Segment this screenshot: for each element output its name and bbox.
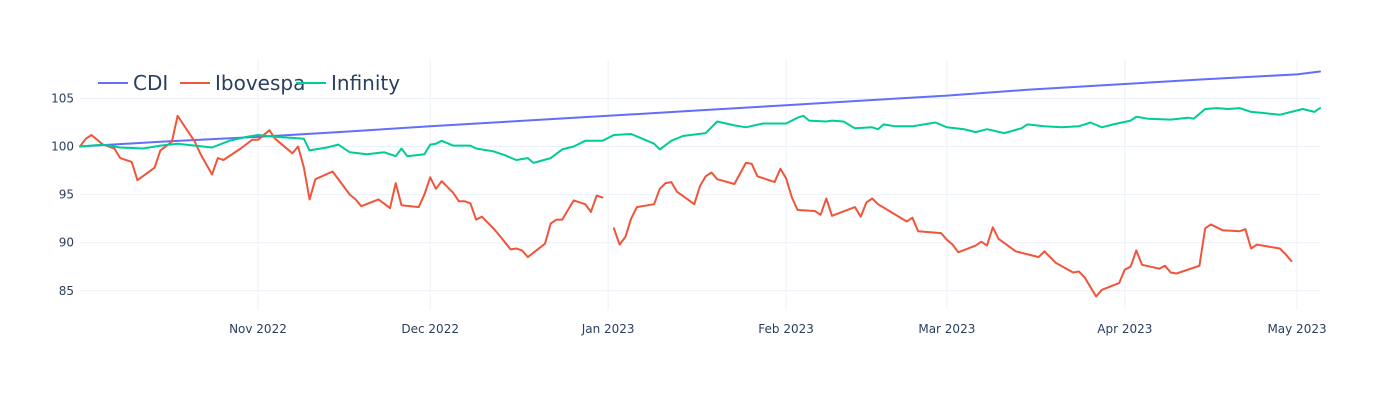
legend-label: Infinity	[331, 71, 400, 95]
y-tick-label: 100	[51, 140, 74, 154]
x-tick-label: May 2023	[1267, 322, 1326, 336]
x-tick-label: Mar 2023	[918, 322, 975, 336]
legend-label: CDI	[133, 71, 168, 95]
x-tick-label: Dec 2022	[401, 322, 459, 336]
legend[interactable]: CDI Ibovespa Infinity	[98, 71, 400, 95]
y-tick-label: 95	[59, 188, 74, 202]
series-line-infinity	[79, 107, 1321, 164]
legend-item-ibovespa[interactable]: Ibovespa	[180, 71, 305, 95]
legend-item-infinity[interactable]: Infinity	[296, 71, 400, 95]
legend-label: Ibovespa	[215, 71, 305, 95]
x-tick-label: Jan 2023	[581, 322, 635, 336]
x-axis-ticks: Nov 2022 Dec 2022 Jan 2023 Feb 2023 Mar 2023…	[229, 322, 1327, 336]
y-tick-label: 85	[59, 284, 74, 298]
y-tick-label: 105	[51, 91, 74, 105]
x-tick-label: Nov 2022	[229, 322, 287, 336]
series-line-ibovespa	[79, 114, 1293, 298]
y-axis-ticks: 85 90 95 100 105	[51, 91, 74, 297]
legend-item-cdi[interactable]: CDI	[98, 71, 168, 95]
y-tick-label: 90	[59, 236, 74, 250]
series-lines	[79, 70, 1321, 298]
grid	[80, 60, 1320, 310]
x-tick-label: Feb 2023	[758, 322, 814, 336]
series-line-cdi	[79, 70, 1321, 148]
x-tick-label: Apr 2023	[1097, 322, 1152, 336]
